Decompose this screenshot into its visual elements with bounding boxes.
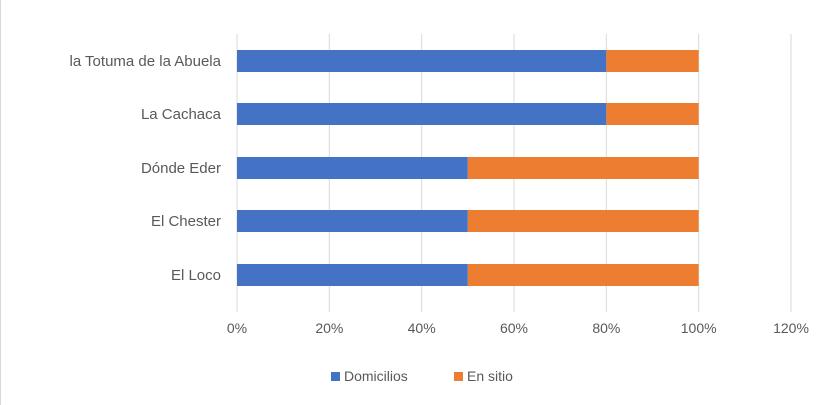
bar-domicilios <box>237 50 607 72</box>
bar-en-sitio <box>467 210 699 232</box>
category-label: Dónde Eder <box>141 160 221 177</box>
legend-label: Domicilios <box>344 368 408 384</box>
bar-domicilios <box>237 157 468 179</box>
bar-domicilios <box>237 210 468 232</box>
bar-en-sitio <box>467 157 699 179</box>
bars <box>237 50 699 286</box>
category-label: El Chester <box>151 213 221 230</box>
x-tick-label: 0% <box>227 320 247 336</box>
x-tick-label: 120% <box>773 320 809 336</box>
bar-en-sitio <box>606 103 699 125</box>
x-tick-labels: 0% 20% 40% 60% 80% 100% 120% <box>227 320 809 336</box>
x-tick-label: 100% <box>681 320 717 336</box>
legend-swatch <box>454 372 463 381</box>
x-tick-label: 60% <box>500 320 528 336</box>
category-label: la Totuma de la Abuela <box>69 53 221 70</box>
x-tick-label: 80% <box>592 320 620 336</box>
bar-domicilios <box>237 264 468 286</box>
legend: Domicilios En sitio <box>331 368 513 384</box>
legend-swatch <box>331 372 340 381</box>
legend-label: En sitio <box>467 368 513 384</box>
category-label: La Cachaca <box>141 106 222 123</box>
category-labels: la Totuma de la Abuela La Cachaca Dónde Ed… <box>69 53 221 284</box>
x-tick-label: 20% <box>315 320 343 336</box>
category-label: El Loco <box>171 267 221 284</box>
bar-domicilios <box>237 103 607 125</box>
bar-en-sitio <box>606 50 699 72</box>
x-tick-label: 40% <box>408 320 436 336</box>
bar-en-sitio <box>467 264 699 286</box>
